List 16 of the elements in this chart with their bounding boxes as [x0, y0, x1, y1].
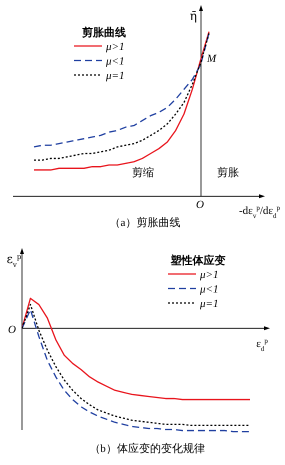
legend-label: μ>1 — [199, 269, 218, 281]
legend-title: 塑性体应变 — [170, 254, 226, 267]
text: （b）体应变的变化规律 — [89, 442, 205, 455]
legend-label: μ<1 — [199, 284, 218, 296]
text: 剪胀 — [217, 166, 239, 179]
annotation: M — [206, 53, 217, 65]
annotation: 剪缩 — [132, 166, 154, 179]
text: O — [196, 199, 204, 211]
y-axis-title: η̄ — [190, 9, 197, 23]
text: O — [8, 324, 16, 336]
legend-label: μ=1 — [105, 70, 124, 82]
legend-title: 剪胀曲线 — [82, 26, 126, 39]
legend-label: μ=1 — [199, 298, 218, 310]
text: （a）剪胀曲线 — [110, 216, 180, 229]
legend-label: μ>1 — [105, 41, 124, 53]
legend-label: μ<1 — [105, 56, 124, 68]
